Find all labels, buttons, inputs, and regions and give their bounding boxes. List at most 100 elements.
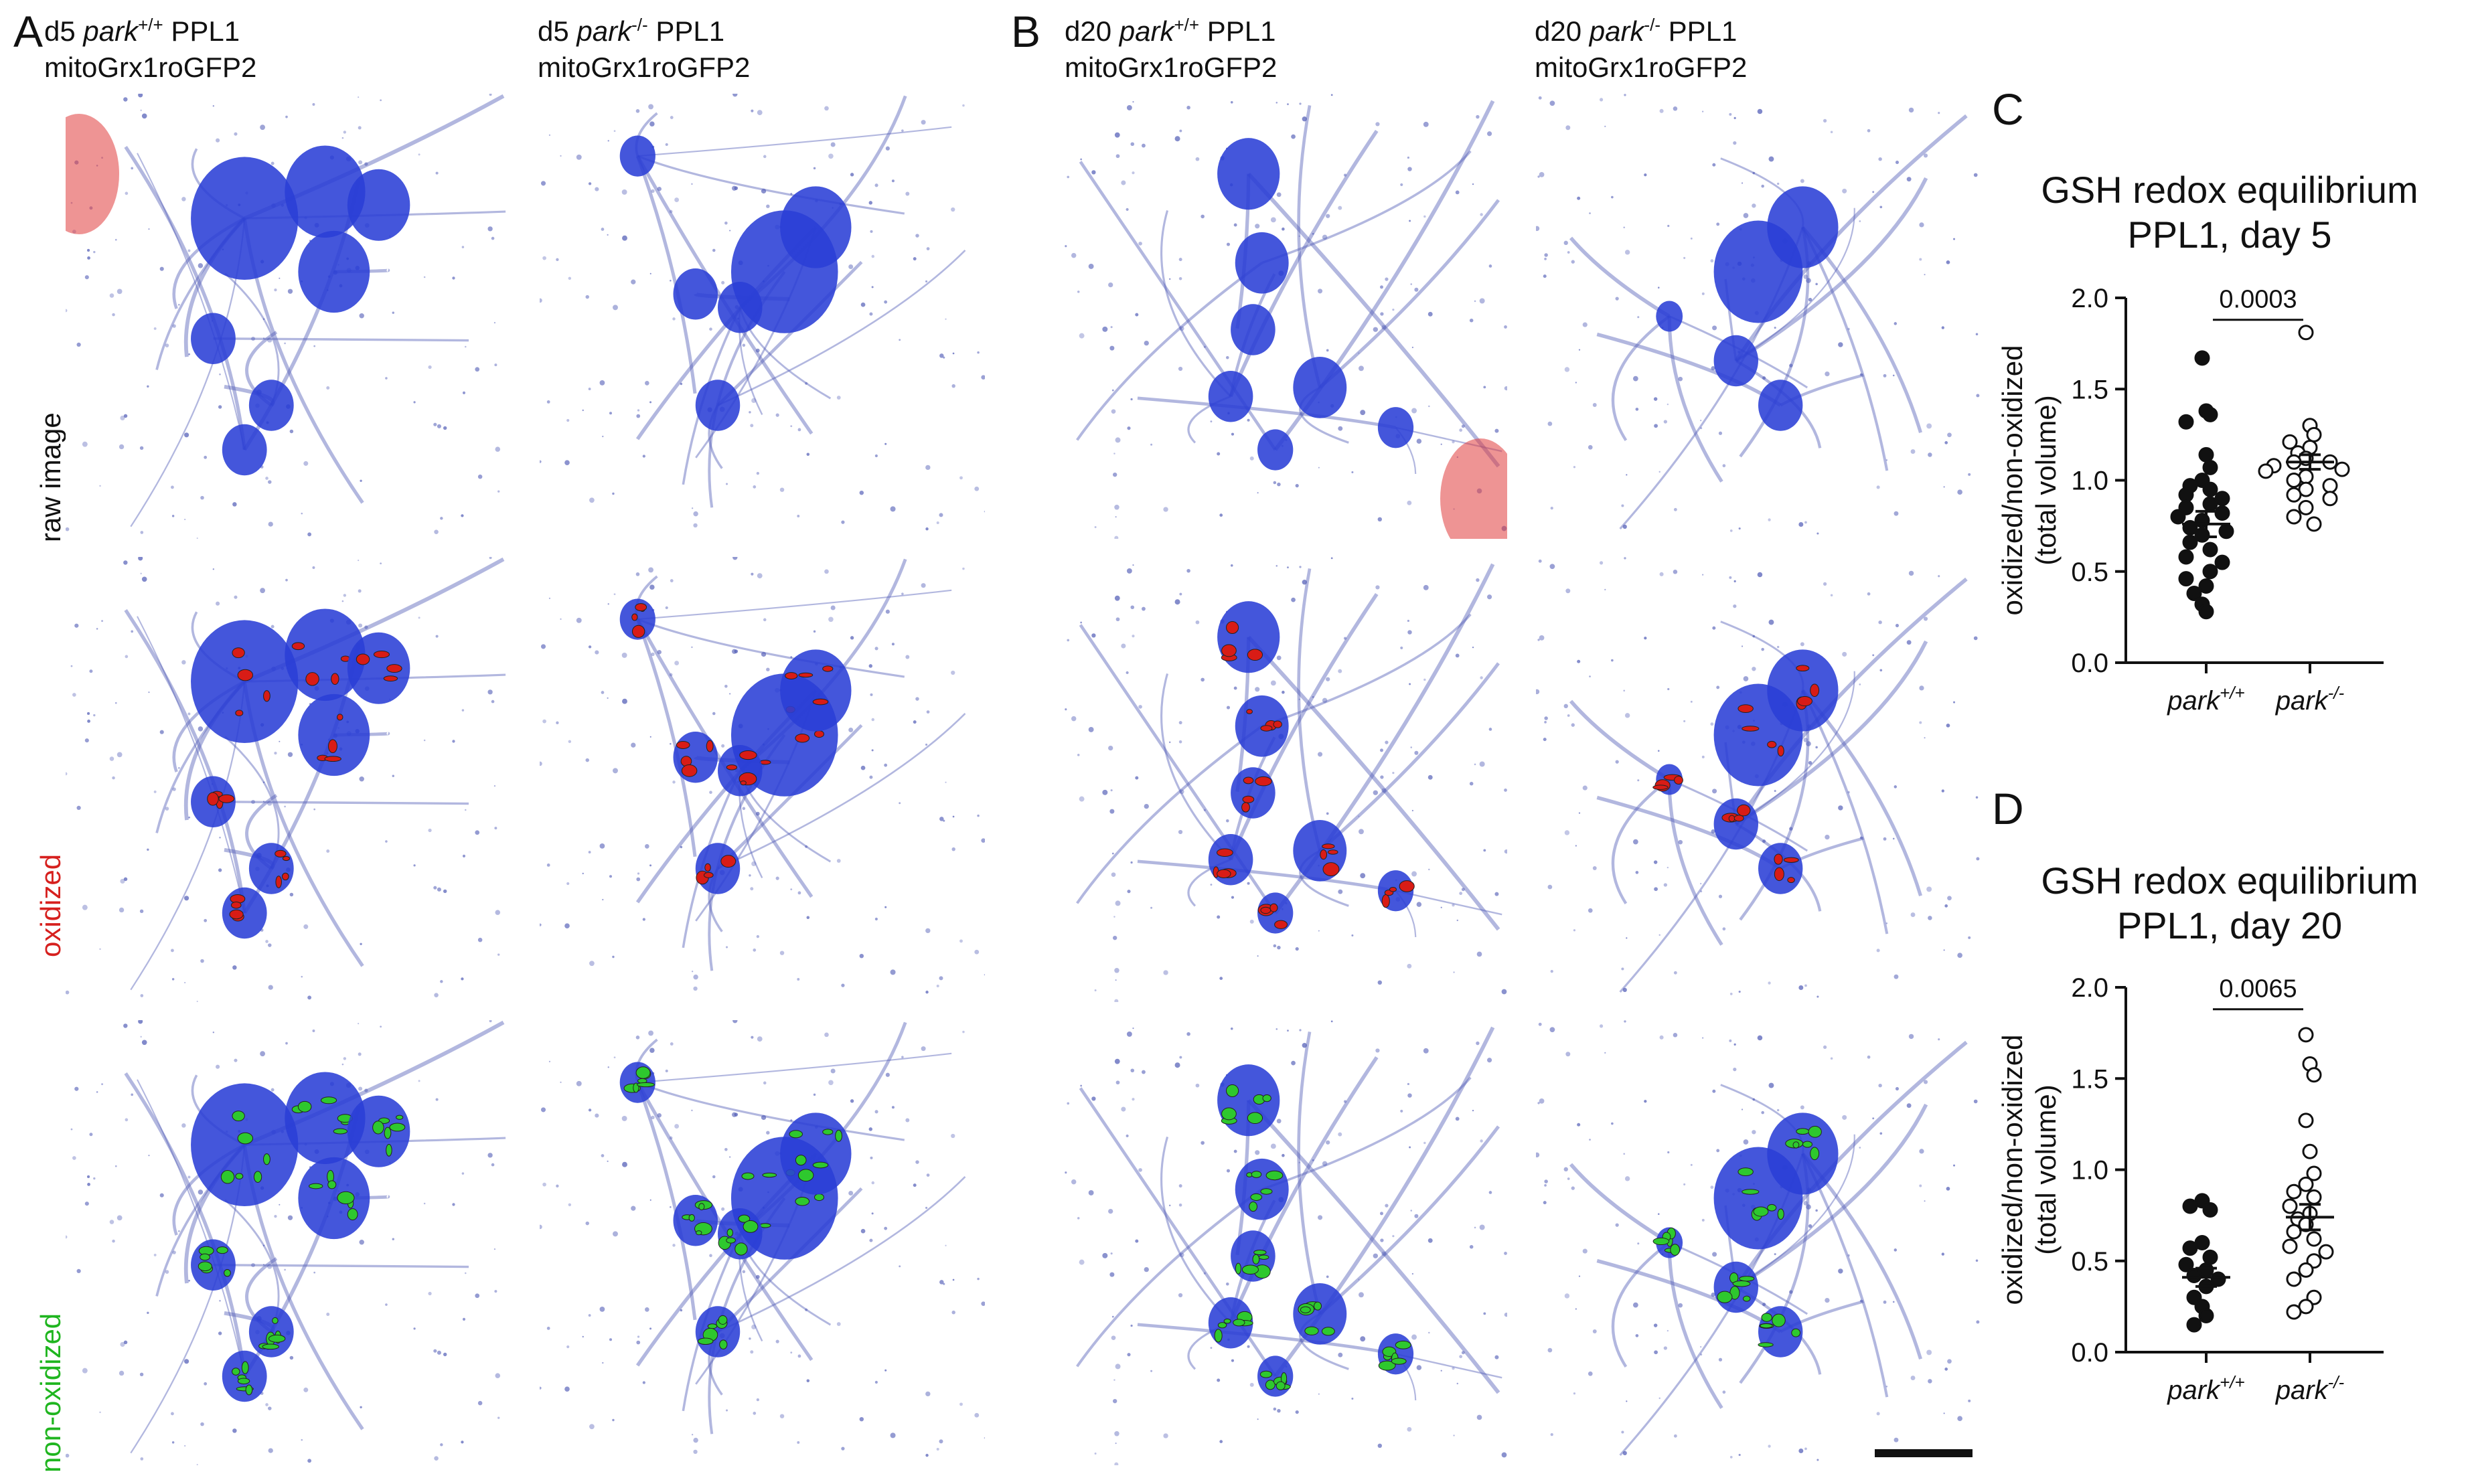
- speckle: [82, 1368, 88, 1374]
- neurite-fiber: [1137, 1323, 1396, 1356]
- speckle: [270, 161, 275, 165]
- non-oxidized-mito-blob: [1259, 1370, 1273, 1378]
- speckle: [869, 1238, 873, 1242]
- speckle: [1938, 112, 1940, 114]
- speckle: [1804, 1447, 1807, 1451]
- speckle: [268, 943, 272, 947]
- speckle: [232, 1428, 237, 1433]
- neuron-soma: [1235, 1158, 1289, 1220]
- neurite-fiber: [716, 260, 863, 407]
- speckle: [637, 409, 640, 412]
- speckle: [461, 1440, 464, 1444]
- speckle: [117, 288, 123, 295]
- chart-c-data-point: [2186, 585, 2202, 601]
- speckle: [1741, 182, 1744, 184]
- panel-letter-b: B: [1011, 7, 1041, 56]
- speckle: [775, 876, 779, 880]
- speckle: [951, 207, 955, 212]
- speckle: [1488, 1191, 1492, 1194]
- speckle: [461, 709, 465, 712]
- speckle: [648, 567, 653, 573]
- speckle: [1947, 432, 1952, 438]
- speckle: [1683, 1183, 1686, 1185]
- speckle: [1565, 1052, 1571, 1057]
- speckle: [1830, 594, 1833, 596]
- speckle: [1943, 486, 1945, 488]
- speckle: [977, 814, 980, 817]
- non-oxidized-mito-blob: [822, 1129, 834, 1135]
- oxidized-mito-blob: [230, 901, 242, 909]
- speckle: [1550, 506, 1553, 510]
- speckle: [797, 1354, 801, 1358]
- speckle: [93, 714, 96, 717]
- speckle: [437, 424, 441, 428]
- speckle: [1947, 1359, 1952, 1364]
- speckle: [564, 923, 570, 928]
- speckle: [890, 969, 896, 975]
- speckle: [649, 121, 655, 127]
- speckle: [868, 1127, 872, 1131]
- speckle: [1358, 1279, 1360, 1281]
- speckle: [1407, 500, 1412, 505]
- speckle: [540, 1107, 546, 1112]
- speckle: [1459, 892, 1463, 896]
- speckle: [1423, 121, 1429, 127]
- speckle: [670, 116, 674, 119]
- speckle: [326, 1313, 330, 1316]
- oxidized-mito-blob: [1322, 862, 1340, 877]
- speckle: [1141, 606, 1146, 611]
- image-tile-d5-ko-raw: [540, 94, 985, 539]
- speckle: [1667, 403, 1669, 406]
- speckle: [267, 801, 273, 806]
- neuron-soma: [222, 424, 267, 476]
- speckle: [672, 317, 676, 321]
- speckle: [1476, 114, 1480, 119]
- chart-c-data-point: [2178, 571, 2194, 587]
- speckle: [1768, 1445, 1771, 1448]
- speckle: [1575, 382, 1577, 384]
- image-tile-d5-wt-non-oxidized: [66, 1020, 513, 1465]
- neuron-soma: [285, 1072, 366, 1165]
- speckle: [1885, 1386, 1888, 1388]
- speckle: [1276, 1119, 1282, 1124]
- speckle: [1803, 738, 1808, 742]
- speckle: [756, 472, 759, 475]
- speckle: [84, 275, 89, 280]
- speckle: [1537, 639, 1540, 641]
- speckle: [588, 1314, 591, 1317]
- speckle: [585, 295, 589, 299]
- speckle: [1644, 1100, 1647, 1103]
- speckle: [576, 1080, 582, 1086]
- speckle: [125, 655, 129, 659]
- speckle: [307, 532, 312, 537]
- speckle: [1924, 274, 1926, 276]
- speckle: [1919, 721, 1922, 724]
- speckle: [159, 730, 164, 734]
- oxidized-mito-blob: [739, 750, 757, 760]
- speckle: [489, 94, 492, 96]
- speckle: [805, 1308, 808, 1311]
- speckle: [1504, 325, 1507, 329]
- speckle: [1476, 951, 1482, 957]
- non-oxidized-mito-blob: [718, 1315, 728, 1325]
- speckle: [757, 110, 763, 116]
- speckle: [1312, 695, 1314, 698]
- speckle: [433, 1349, 437, 1353]
- speckle: [1110, 326, 1113, 329]
- speckle: [1411, 1272, 1414, 1275]
- neurite-fiber: [637, 155, 905, 215]
- speckle: [1539, 1098, 1545, 1104]
- speckle: [1226, 242, 1231, 246]
- speckle: [1615, 760, 1619, 764]
- speckle: [1113, 1398, 1117, 1404]
- neuron-soma: [673, 732, 718, 783]
- speckle: [171, 1412, 174, 1416]
- non-oxidized-mito-blob: [1321, 1327, 1335, 1336]
- speckle: [1295, 483, 1299, 488]
- speckle: [1943, 1412, 1945, 1414]
- speckle: [751, 572, 754, 576]
- neurite-fiber: [137, 616, 246, 914]
- speckle: [1195, 620, 1200, 625]
- speckle: [1575, 1308, 1577, 1310]
- column-title-d5-ko: d5 park-/- PPL1 mitoGrx1roGFP2: [538, 15, 751, 83]
